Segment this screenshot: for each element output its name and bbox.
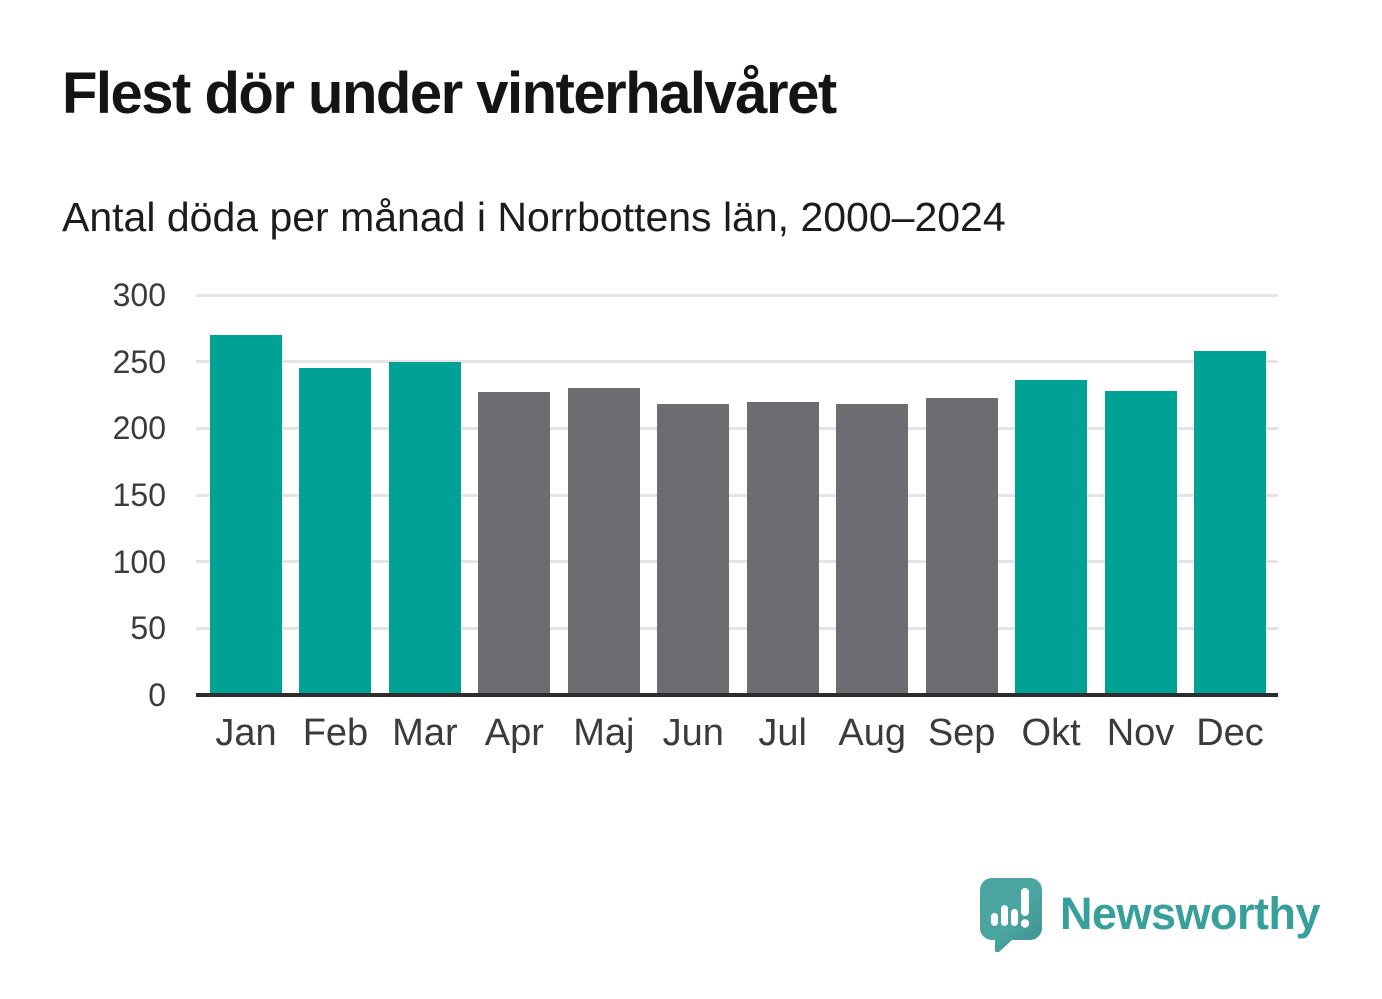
y-tick-label-300: 300 bbox=[112, 277, 166, 313]
chart-title: Flest dör under vinterhalvåret bbox=[62, 61, 837, 126]
bar-series bbox=[196, 295, 1278, 695]
x-label-sep: Sep bbox=[927, 712, 996, 754]
bar-jul bbox=[746, 401, 819, 695]
x-label-dec: Dec bbox=[1196, 712, 1264, 754]
x-axis-category-labels: Jan Feb Mar Apr Maj Jun Jul Aug Sep Okt Nov Dec bbox=[196, 712, 1278, 755]
bar-apr bbox=[478, 392, 551, 695]
x-label-mar: Mar bbox=[392, 712, 458, 754]
bar-dec bbox=[1193, 351, 1266, 695]
x-label-aug: Aug bbox=[838, 712, 906, 754]
bar-aug bbox=[836, 404, 909, 695]
bar-mar bbox=[388, 361, 461, 695]
y-tick-label-0: 0 bbox=[148, 677, 166, 713]
gridline-250 bbox=[196, 360, 1278, 364]
gridline-50 bbox=[196, 626, 1278, 630]
x-label-maj: Maj bbox=[573, 712, 635, 754]
x-label-jul: Jul bbox=[758, 712, 807, 754]
brand-name: Newsworthy bbox=[1059, 888, 1321, 939]
gridline-300 bbox=[196, 293, 1278, 297]
brand-footer: Newsworthy bbox=[978, 876, 1321, 952]
y-tick-label-100: 100 bbox=[112, 543, 166, 580]
y-tick-label-150: 150 bbox=[112, 477, 166, 513]
x-label-nov: Nov bbox=[1106, 712, 1175, 754]
bar-okt bbox=[1015, 380, 1088, 695]
chart-subtitle: Antal döda per månad i Norrbottens län, … bbox=[62, 194, 1006, 240]
y-tick-label-200: 200 bbox=[112, 410, 166, 447]
x-label-okt: Okt bbox=[1021, 712, 1081, 754]
x-label-feb: Feb bbox=[302, 712, 369, 754]
y-tick-label-250: 250 bbox=[112, 343, 166, 380]
gridline-150 bbox=[196, 493, 1278, 497]
gridline-200 bbox=[196, 426, 1278, 430]
bar-feb bbox=[299, 368, 372, 695]
bar-nov bbox=[1104, 391, 1177, 695]
y-tick-label-50: 50 bbox=[130, 610, 166, 647]
bar-maj bbox=[567, 388, 640, 695]
gridline-100 bbox=[196, 560, 1278, 564]
newsworthy-speech-bubble-bar-chart-icon bbox=[979, 878, 1042, 952]
bar-jun bbox=[657, 404, 730, 695]
x-label-jan: Jan bbox=[215, 712, 277, 754]
plot-area: 0 50 100 150 200 250 300 bbox=[113, 277, 1278, 713]
x-label-jun: Jun bbox=[662, 712, 724, 754]
bar-jan bbox=[210, 335, 282, 695]
bar-sep bbox=[925, 397, 998, 695]
x-axis-line bbox=[196, 693, 1278, 697]
x-label-apr: Apr bbox=[484, 712, 544, 754]
